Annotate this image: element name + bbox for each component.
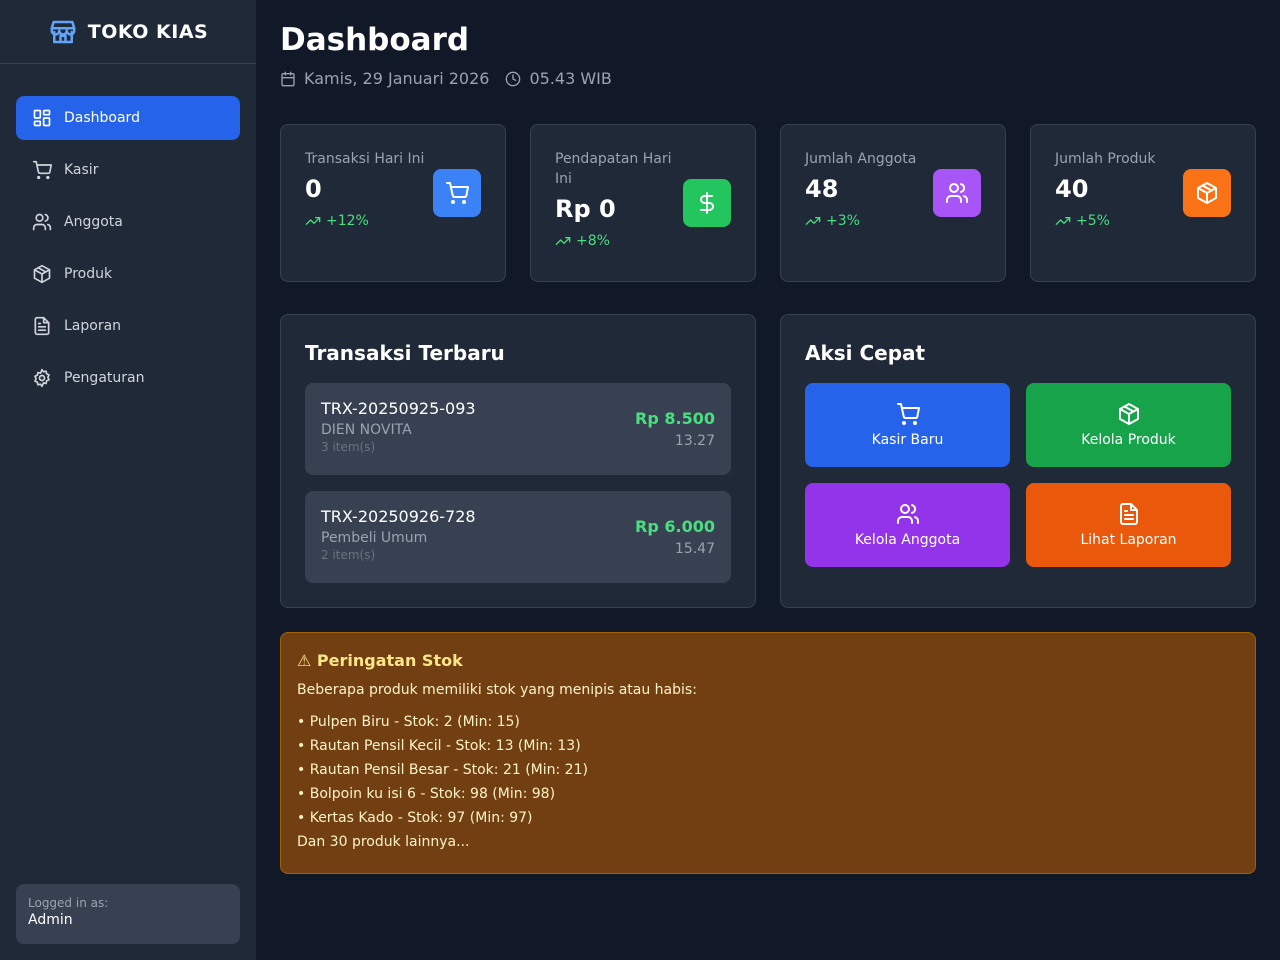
current-date: Kamis, 29 Januari 2026 <box>304 69 490 88</box>
list-item: • Bolpoin ku isi 6 - Stok: 98 (Min: 98) <box>297 786 556 802</box>
list-item: • Kertas Kado - Stok: 97 (Min: 97) <box>297 810 533 826</box>
transaction-time: 13.27 <box>674 433 715 449</box>
users-icon <box>32 212 52 232</box>
stat-card-transaksi: Transaksi Hari Ini 0 +12% <box>280 124 506 282</box>
button-label: Kasir Baru <box>871 432 944 448</box>
sidebar-item-label: Anggota <box>64 214 123 230</box>
sidebar-nav: Dashboard Kasir Anggota Produk Laporan <box>16 96 240 408</box>
transaction-customer: Pembeli Umum <box>321 530 428 546</box>
dollar-icon <box>683 179 731 227</box>
transaction-item-count: 3 item(s) <box>321 440 376 454</box>
stat-value: 48 <box>805 175 839 203</box>
transaction-item-count: 2 item(s) <box>321 548 376 562</box>
stat-trend: +5% <box>1055 213 1231 229</box>
transaction-amount: Rp 6.000 <box>635 517 715 536</box>
kelola-anggota-button[interactable]: Kelola Anggota <box>805 483 1010 567</box>
list-item: • Rautan Pensil Kecil - Stok: 13 (Min: 1… <box>297 738 581 754</box>
sidebar-item-kasir[interactable]: Kasir <box>16 148 240 192</box>
stat-value: 40 <box>1055 175 1089 203</box>
kelola-produk-button[interactable]: Kelola Produk <box>1026 383 1231 467</box>
cart-icon <box>433 169 481 217</box>
alert-more-text: Dan 30 produk lainnya... <box>297 834 470 850</box>
stat-trend: +12% <box>305 213 481 229</box>
user-label: Logged in as: <box>28 896 109 910</box>
stat-label: Jumlah Produk <box>1055 151 1156 167</box>
sidebar-item-anggota[interactable]: Anggota <box>16 200 240 244</box>
trend-up-icon <box>555 237 571 245</box>
app-name: TOKO KIAS <box>87 20 209 43</box>
lihat-laporan-button[interactable]: Lihat Laporan <box>1026 483 1231 567</box>
calendar-icon <box>281 71 295 86</box>
user-name: Admin <box>28 912 73 928</box>
package-icon <box>32 264 52 284</box>
stat-trend: +8% <box>555 233 731 249</box>
transaction-id: TRX-20250925-093 <box>321 399 476 418</box>
file-text-icon <box>32 316 52 336</box>
stat-label: Jumlah Anggota <box>805 151 917 167</box>
page-title: Dashboard <box>280 22 470 58</box>
clock-icon <box>506 71 521 86</box>
sidebar-item-dashboard[interactable]: Dashboard <box>16 96 240 140</box>
file-text-icon <box>1119 503 1138 525</box>
brand: TOKO KIAS <box>0 0 256 64</box>
quick-actions-panel: Aksi Cepat Kasir Baru Kelola Produk Kelo… <box>780 314 1256 608</box>
low-stock-list: • Pulpen Biru - Stok: 2 (Min: 15) • Raut… <box>297 710 1239 830</box>
button-label: Kelola Anggota <box>854 532 961 548</box>
user-info: Logged in as: Admin <box>16 884 240 944</box>
sidebar: TOKO KIAS Dashboard Kasir Anggota Produk <box>0 0 256 960</box>
dashboard-icon <box>32 108 52 128</box>
stat-value: 0 <box>305 175 322 203</box>
date-time-bar: Kamis, 29 Januari 2026 05.43 WIB <box>280 69 612 88</box>
users-icon <box>933 169 981 217</box>
recent-transactions-panel: Transaksi Terbaru TRX-20250925-093 DIEN … <box>280 314 756 608</box>
store-icon <box>48 17 78 47</box>
button-label: Kelola Produk <box>1081 432 1176 448</box>
users-icon <box>896 504 919 524</box>
stat-trend: +3% <box>805 213 981 229</box>
sidebar-item-label: Produk <box>64 266 113 282</box>
alert-title: ⚠ Peringatan Stok <box>297 651 463 670</box>
current-time: 05.43 WIB <box>529 69 612 88</box>
sidebar-item-produk[interactable]: Produk <box>16 252 240 296</box>
button-label: Lihat Laporan <box>1080 532 1177 548</box>
panel-title: Transaksi Terbaru <box>305 341 505 365</box>
stock-alert: ⚠ Peringatan Stok Beberapa produk memili… <box>280 632 1256 874</box>
stat-card-produk: Jumlah Produk 40 +5% <box>1030 124 1256 282</box>
stat-value: Rp 0 <box>555 195 616 223</box>
package-icon <box>1183 169 1231 217</box>
sidebar-item-laporan[interactable]: Laporan <box>16 304 240 348</box>
trend-up-icon <box>305 217 321 225</box>
kasir-baru-button[interactable]: Kasir Baru <box>805 383 1010 467</box>
stat-card-pendapatan: Pendapatan Hari Ini Rp 0 +8% <box>530 124 756 282</box>
sidebar-item-label: Laporan <box>64 318 122 334</box>
transaction-time: 15.47 <box>674 541 715 557</box>
stat-card-anggota: Jumlah Anggota 48 +3% <box>780 124 1006 282</box>
sidebar-item-label: Pengaturan <box>64 370 145 386</box>
stat-label: Transaksi Hari Ini <box>305 151 425 167</box>
sidebar-item-label: Kasir <box>64 162 99 178</box>
transaction-customer: DIEN NOVITA <box>321 422 412 438</box>
sidebar-item-pengaturan[interactable]: Pengaturan <box>16 356 240 400</box>
stat-label: Pendapatan Hari Ini <box>555 151 672 187</box>
package-icon <box>1118 403 1139 425</box>
transaction-id: TRX-20250926-728 <box>321 507 476 526</box>
alert-description: Beberapa produk memiliki stok yang menip… <box>297 682 697 698</box>
cart-icon <box>896 403 920 425</box>
transaction-amount: Rp 8.500 <box>635 409 715 428</box>
gear-icon <box>32 368 52 388</box>
cart-icon <box>32 160 52 180</box>
list-item: • Pulpen Biru - Stok: 2 (Min: 15) <box>297 714 520 730</box>
trend-up-icon <box>1055 217 1071 225</box>
panel-title: Aksi Cepat <box>805 341 926 365</box>
trend-up-icon <box>805 217 821 225</box>
transaction-item[interactable]: TRX-20250925-093 DIEN NOVITA 3 item(s) R… <box>305 383 731 475</box>
sidebar-item-label: Dashboard <box>64 110 140 126</box>
transaction-item[interactable]: TRX-20250926-728 Pembeli Umum 2 item(s) … <box>305 491 731 583</box>
list-item: • Rautan Pensil Besar - Stok: 21 (Min: 2… <box>297 762 588 778</box>
